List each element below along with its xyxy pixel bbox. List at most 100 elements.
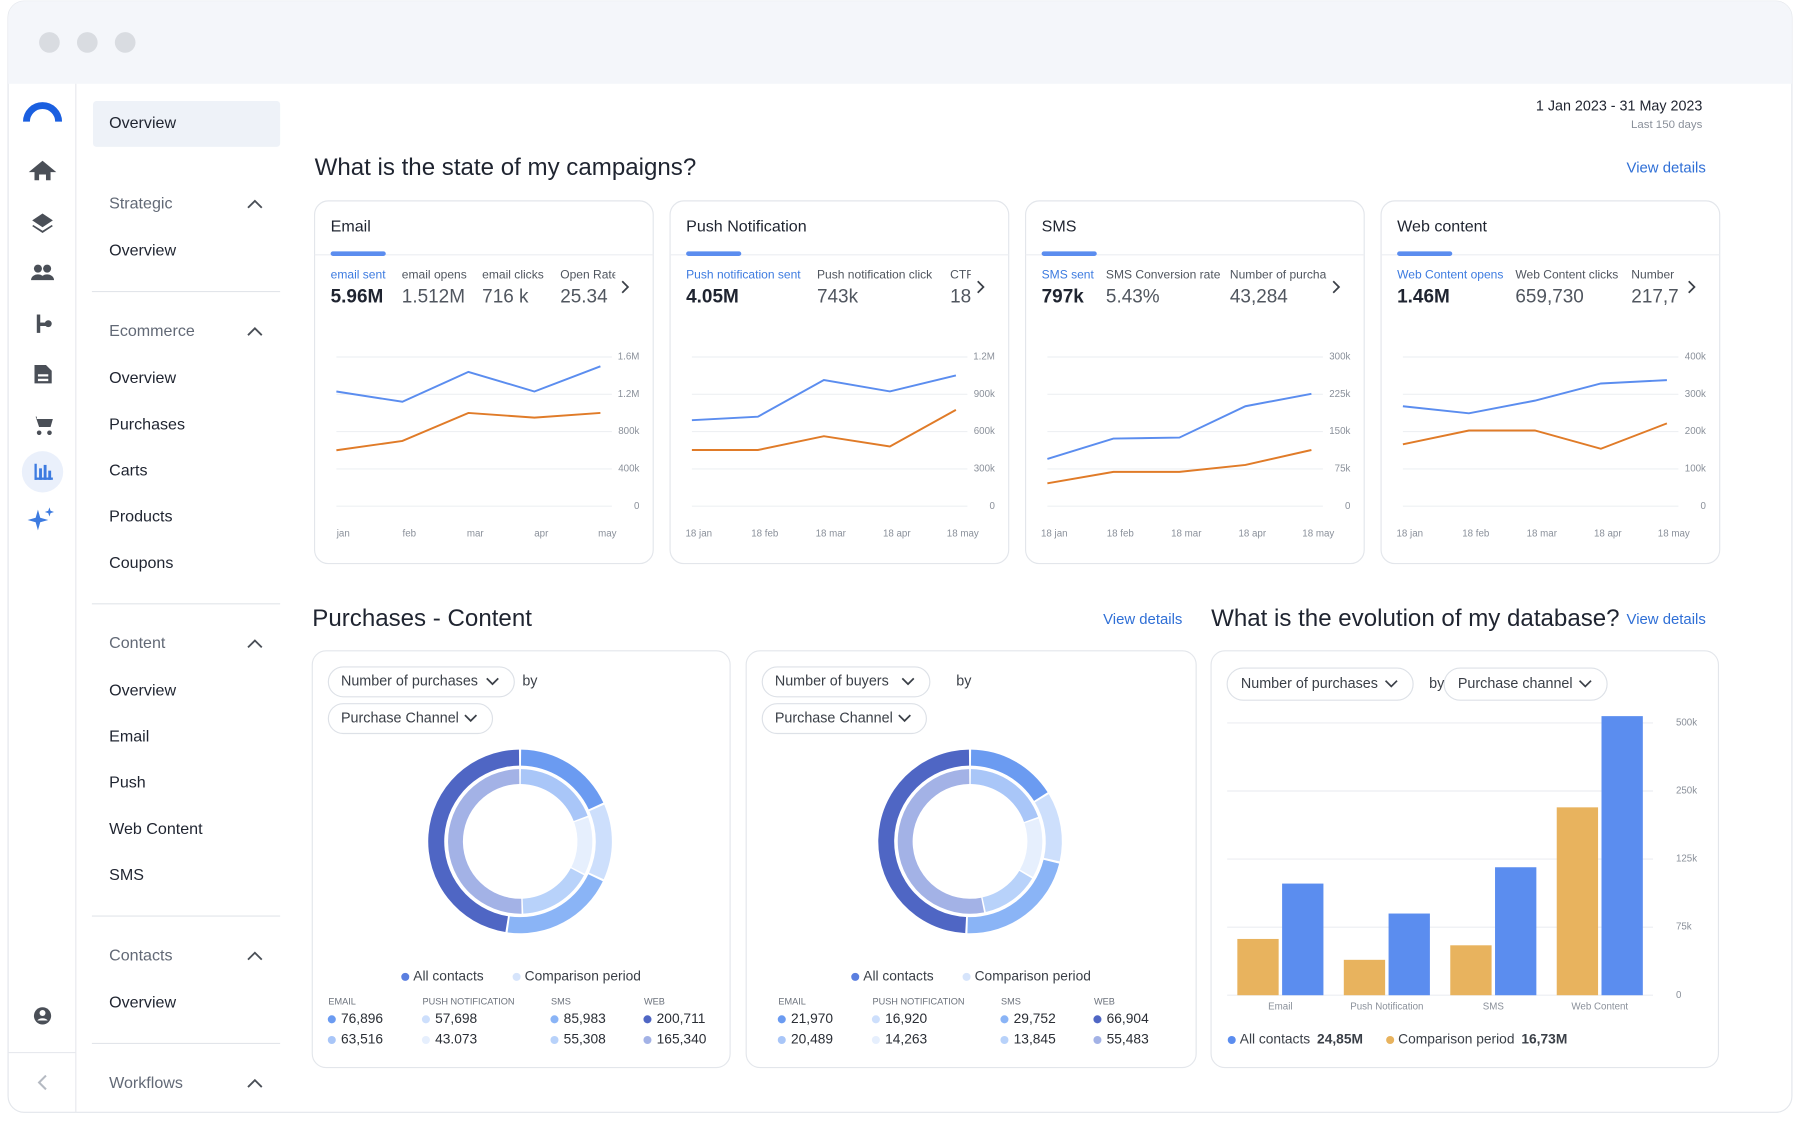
metric-label[interactable]: Push notification sent	[686, 268, 801, 282]
breakdown-header: WEB	[644, 997, 665, 1007]
section-chevron[interactable]	[247, 326, 263, 336]
metric-label[interactable]: Number of purchases	[1230, 268, 1345, 282]
view-details-link[interactable]: View details	[1627, 611, 1706, 628]
dropdown-label[interactable]: Number of buyers	[775, 674, 889, 690]
nav-item[interactable]: Coupons	[109, 554, 173, 572]
layers-icon[interactable]	[32, 213, 53, 234]
metric-label[interactable]: CTR	[950, 268, 975, 282]
card-title: SMS	[1042, 218, 1077, 236]
dropdown[interactable]	[1226, 667, 1414, 701]
metric-label[interactable]: Web Content opens	[1397, 268, 1503, 282]
section-chevron[interactable]	[247, 951, 263, 961]
contacts-icon[interactable]	[31, 264, 55, 281]
home-icon[interactable]	[28, 160, 57, 181]
dropdown-label[interactable]: Purchase Channel	[775, 710, 893, 726]
nav-item[interactable]: Products	[109, 508, 172, 526]
nav-section-title[interactable]: Workflows	[109, 1074, 183, 1092]
nav-item[interactable]: Web Content	[109, 820, 203, 838]
tab-indicator	[1041, 251, 1097, 256]
metric-label[interactable]: SMS Conversion rate	[1106, 268, 1221, 282]
metric-label[interactable]: Number	[1631, 268, 1674, 282]
y-tick-label: 900k	[974, 389, 995, 400]
nav-item[interactable]: Overview	[109, 681, 176, 699]
metric-label[interactable]: Push notification click	[817, 268, 933, 282]
dropdown[interactable]	[1443, 667, 1608, 701]
window-dot[interactable]	[39, 32, 60, 53]
donut-segment	[970, 769, 1039, 822]
y-tick-label: 250k	[1676, 786, 1697, 797]
metric-label[interactable]: email sent	[331, 268, 387, 282]
nav-section-title[interactable]: Contacts	[109, 946, 172, 964]
x-tick-label: 18 may	[1658, 528, 1690, 539]
nav-item[interactable]: Overview	[109, 994, 176, 1012]
metric-next[interactable]	[1332, 280, 1341, 294]
filter-by: by	[522, 674, 538, 690]
breakdown-dot	[1093, 1035, 1102, 1045]
breakdown-value: 57,698	[435, 1011, 477, 1026]
metric-next[interactable]	[977, 280, 985, 294]
chart-icon[interactable]	[34, 463, 53, 480]
breakdown-dot	[550, 1015, 559, 1024]
dropdown[interactable]	[761, 703, 927, 735]
cart-icon[interactable]	[31, 416, 53, 436]
dropdown-label[interactable]: Number of purchases	[1241, 676, 1378, 692]
logo[interactable]	[23, 102, 63, 122]
dropdown-label[interactable]: Purchase Channel	[341, 710, 459, 726]
metric-next[interactable]	[621, 280, 630, 294]
nav-item[interactable]: SMS	[109, 866, 144, 884]
y-tick-label: 1.6M	[618, 352, 640, 363]
nav-item[interactable]: Overview	[109, 369, 176, 387]
metric-label[interactable]: email opens	[402, 268, 467, 282]
account-icon[interactable]	[33, 1007, 52, 1025]
view-details-link[interactable]: View details	[1103, 611, 1182, 628]
x-tick-label: 18 may	[947, 528, 979, 539]
nav-item[interactable]: Purchases	[109, 415, 185, 433]
nav-item[interactable]: Push	[109, 774, 146, 792]
metric-value: 797k	[1042, 286, 1085, 307]
window-dot[interactable]	[114, 32, 136, 53]
nav-item[interactable]: Email	[109, 727, 149, 745]
dropdown[interactable]	[327, 666, 515, 698]
nav-section-title[interactable]: Strategic	[109, 195, 172, 213]
nav-item[interactable]: Carts	[109, 461, 147, 479]
view-details-link[interactable]: View details	[1627, 160, 1706, 177]
section-chevron[interactable]	[247, 1078, 263, 1088]
workflow-icon[interactable]	[36, 314, 52, 333]
section-chevron[interactable]	[247, 639, 263, 649]
metric-strip: email sent 5.96M email opens 1.512M email cl…	[331, 268, 619, 308]
ai-icon[interactable]	[27, 507, 55, 531]
y-tick-label: 200k	[1685, 426, 1706, 437]
metric-value: 1.512M	[402, 286, 465, 307]
breakdown-value: 66,904	[1107, 1011, 1149, 1026]
dropdown-chevron	[898, 714, 911, 723]
tab-indicator	[686, 251, 742, 256]
nav-section-title[interactable]: Content	[109, 634, 166, 652]
window-dot[interactable]	[76, 32, 98, 53]
document-icon[interactable]	[34, 365, 52, 384]
section-title: What is the state of my campaigns?	[315, 154, 697, 181]
nav-item[interactable]: Overview	[109, 114, 176, 132]
metric-label[interactable]: SMS sent	[1042, 268, 1095, 282]
x-tick-label: apr	[534, 528, 549, 539]
metric-next[interactable]	[1688, 280, 1696, 294]
dropdown[interactable]	[327, 703, 494, 735]
nav-item[interactable]: Overview	[109, 242, 176, 260]
metric-label[interactable]: Web Content clicks	[1515, 268, 1618, 282]
nav-section-title[interactable]: Ecommerce	[109, 322, 195, 340]
metric-label[interactable]: Open Rate	[560, 268, 619, 282]
y-tick-label: 0	[1700, 501, 1706, 512]
dropdown-chevron	[1384, 680, 1398, 688]
dropdown-label[interactable]: Purchase channel	[1458, 676, 1573, 692]
dropdown[interactable]	[761, 666, 931, 698]
dropdown-label[interactable]: Number of purchases	[341, 674, 478, 690]
breakdown-dot	[421, 1015, 430, 1024]
breakdown-dot	[1093, 1015, 1102, 1024]
breakdown-dot	[643, 1015, 652, 1024]
collapse-button[interactable]	[37, 1074, 47, 1091]
legend-label: Comparison period	[1398, 1032, 1514, 1047]
section-chevron[interactable]	[247, 199, 263, 209]
breakdown-dot	[550, 1035, 559, 1045]
legend-label: All contacts	[413, 968, 484, 983]
metric-label[interactable]: email clicks	[482, 268, 544, 282]
